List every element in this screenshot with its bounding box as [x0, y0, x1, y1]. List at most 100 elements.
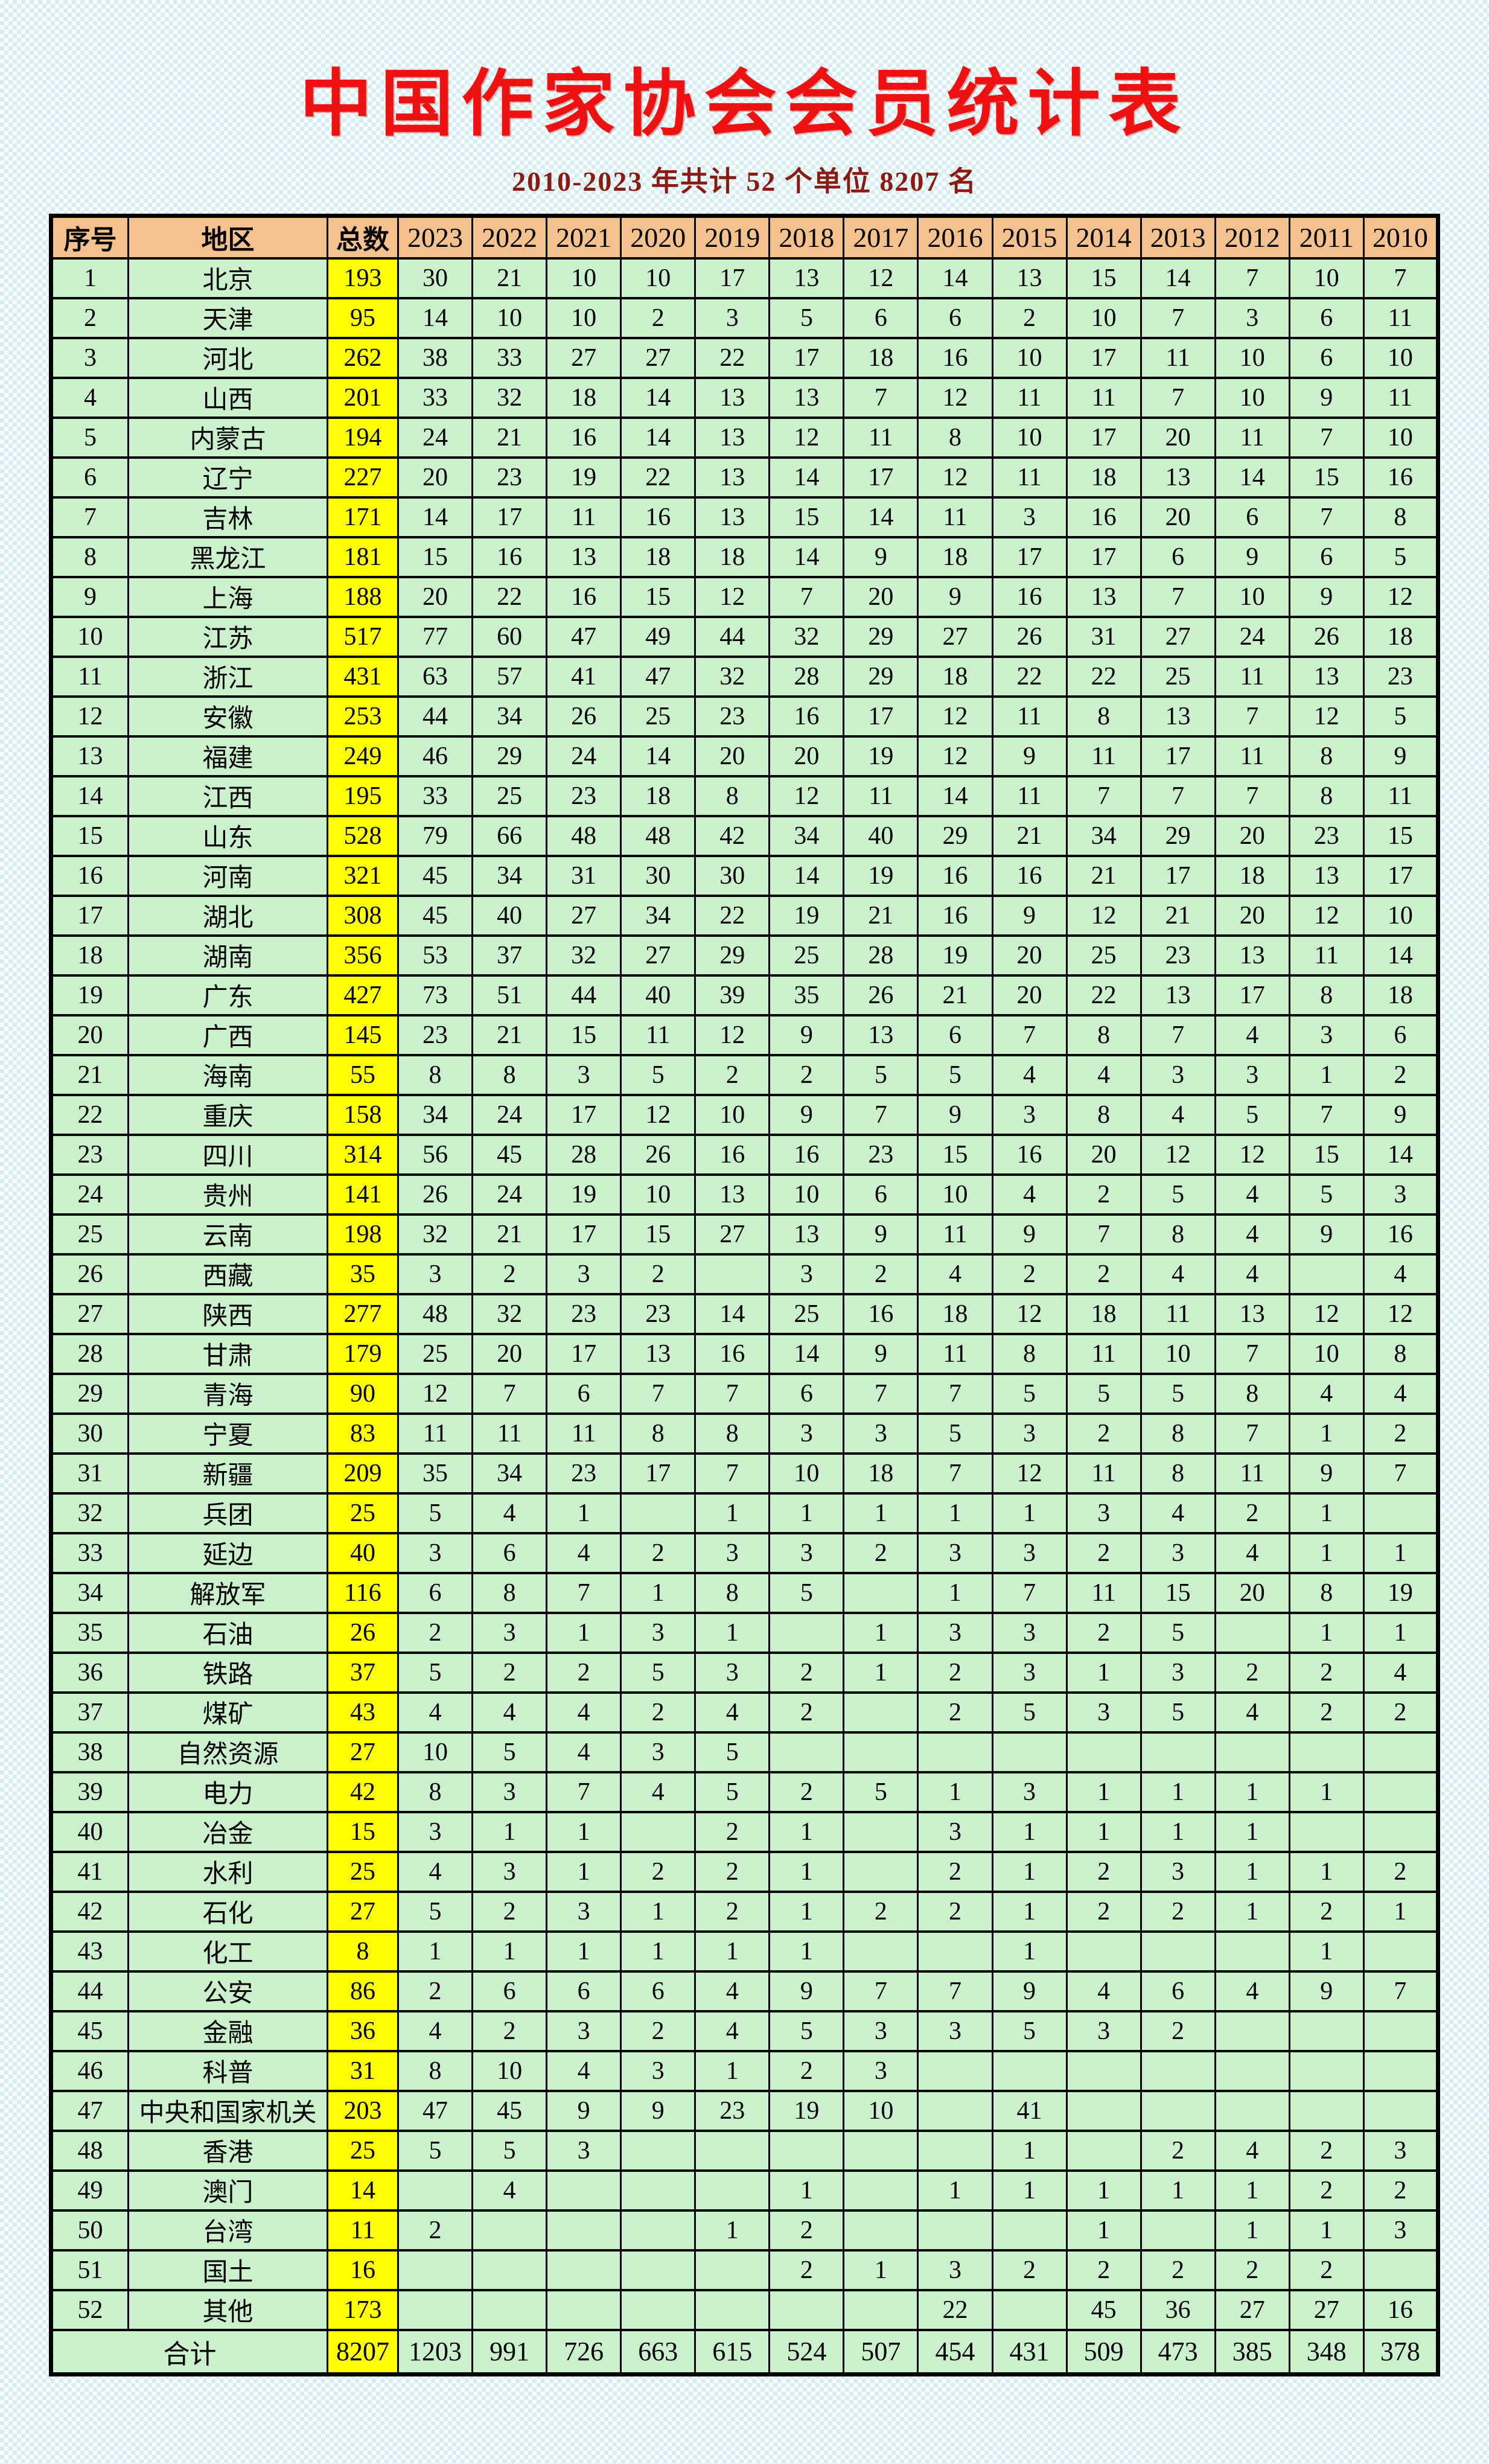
year-value-cell: 5 — [1214, 1093, 1290, 1136]
table-row: 30 宁夏 83 11 11 11 8 8 3 3 5 3 2 8 7 1 2 — [50, 1412, 1440, 1455]
table-row: 1 北京 193 30 21 10 10 17 13 12 14 13 15 14 7 10 7 — [50, 257, 1440, 299]
grand-total-row: 合计 8207 1203 991 726 663 615 524 507 454 431 509 473… — [50, 2328, 1440, 2376]
year-value-cell: 1 — [991, 2129, 1068, 2172]
year-value-cell: 13 — [694, 456, 771, 499]
year-value-cell — [843, 2169, 919, 2212]
table-row: 20 广西 145 23 21 15 11 12 9 13 6 7 8 7 4 3 6 — [50, 1013, 1440, 1056]
year-value-cell: 1 — [843, 2249, 919, 2291]
year-value-cell: 2 — [768, 2049, 845, 2092]
year-value-cell: 10 — [1214, 336, 1290, 379]
row-index-cell: 45 — [50, 2009, 129, 2052]
year-value-cell: 14 — [843, 496, 919, 538]
table-row: 13 福建 249 46 29 24 14 20 20 19 12 9 11 17 11 8 9 — [50, 735, 1440, 777]
year-value-cell: 1 — [620, 1890, 697, 1933]
year-value-cell: 27 — [1214, 2288, 1290, 2331]
year-value-cell — [471, 2288, 548, 2331]
year-value-cell: 24 — [471, 1093, 548, 1136]
total-cell: 90 — [327, 1372, 399, 1415]
stats-table: 序号 地区 总数 2023 2022 2021 2020 2019 2018 2017 2016 20… — [49, 214, 1440, 2376]
table-row: 8 黑龙江 181 15 16 13 18 18 14 9 18 17 17 6 9 6 5 — [50, 535, 1440, 578]
year-value-cell: 20 — [1214, 894, 1290, 937]
year-value-cell: 3 — [694, 1651, 771, 1694]
year-value-cell: 5 — [1140, 1691, 1216, 1734]
year-value-cell: 1 — [1288, 1531, 1365, 1574]
year-value-cell: 3 — [1140, 1531, 1216, 1574]
total-cell: 25 — [327, 1850, 399, 1893]
header-cell-2010: 2010 — [1362, 214, 1440, 260]
table-row: 37 煤矿 43 4 4 4 2 4 2 2 5 3 5 4 2 2 — [50, 1691, 1440, 1734]
year-value-cell: 8 — [471, 1571, 548, 1614]
year-value-cell — [843, 1810, 919, 1853]
year-value-cell — [1214, 2089, 1290, 2132]
region-cell: 甘肃 — [127, 1332, 328, 1375]
year-value-cell: 22 — [471, 575, 548, 618]
year-value-cell: 10 — [1140, 1332, 1216, 1375]
year-value-cell: 16 — [1362, 456, 1440, 499]
row-index-cell: 35 — [50, 1611, 129, 1654]
year-value-cell: 2 — [1362, 1691, 1440, 1734]
year-value-cell: 4 — [546, 1731, 622, 1773]
year-value-cell: 7 — [843, 1970, 919, 2012]
year-value-cell: 1 — [991, 1850, 1068, 1893]
year-value-cell: 26 — [397, 1173, 474, 1216]
year-value-cell: 7 — [546, 1571, 622, 1614]
year-value-cell: 5 — [843, 1053, 919, 1096]
year-value-cell — [768, 1611, 845, 1654]
year-value-cell: 24 — [471, 1173, 548, 1216]
table-row: 17 湖北 308 45 40 27 34 22 19 21 16 9 12 21 20 12 10 — [50, 894, 1440, 937]
row-index-cell: 2 — [50, 296, 129, 339]
year-value-cell: 2 — [1065, 1611, 1142, 1654]
total-cell: 25 — [327, 1492, 399, 1534]
year-value-cell: 1 — [694, 1930, 771, 1973]
year-value-cell: 27 — [546, 336, 622, 379]
year-value-cell: 14 — [917, 774, 993, 817]
year-value-cell: 3 — [546, 2009, 622, 2052]
year-value-cell: 14 — [768, 456, 845, 499]
year-value-cell: 28 — [843, 934, 919, 977]
year-value-cell: 4 — [1065, 1053, 1142, 1096]
year-value-cell: 8 — [1288, 974, 1365, 1017]
year-value-cell: 8 — [1362, 496, 1440, 538]
year-value-cell: 32 — [397, 1213, 474, 1256]
year-value-cell — [546, 2288, 622, 2331]
header-cell-region: 地区 — [127, 214, 328, 260]
year-value-cell: 10 — [768, 1173, 845, 1216]
year-value-cell: 79 — [397, 814, 474, 857]
region-cell: 铁路 — [127, 1651, 328, 1694]
year-value-cell: 16 — [768, 1133, 845, 1176]
table-row: 7 吉林 171 14 17 11 16 13 15 14 11 3 16 20 6 7 8 — [50, 496, 1440, 538]
year-value-cell: 16 — [546, 416, 622, 459]
year-value-cell: 1 — [694, 1492, 771, 1534]
region-cell: 贵州 — [127, 1173, 328, 1216]
total-cell: 209 — [327, 1452, 399, 1495]
year-value-cell: 7 — [917, 1452, 993, 1495]
year-value-cell — [1362, 1770, 1440, 1813]
year-value-cell: 2 — [620, 296, 697, 339]
year-value-cell: 2 — [1288, 1890, 1365, 1933]
year-value-cell: 3 — [1140, 1053, 1216, 1096]
region-cell: 山东 — [127, 814, 328, 857]
grand-total-year-cell: 726 — [546, 2328, 622, 2376]
year-value-cell: 11 — [917, 496, 993, 538]
year-value-cell: 17 — [546, 1093, 622, 1136]
year-value-cell: 2 — [768, 1053, 845, 1096]
row-index-cell: 3 — [50, 336, 129, 379]
year-value-cell: 30 — [620, 854, 697, 897]
year-value-cell: 3 — [471, 1611, 548, 1654]
year-value-cell: 11 — [1362, 376, 1440, 419]
year-value-cell: 18 — [1362, 615, 1440, 658]
year-value-cell: 2 — [620, 1850, 697, 1893]
year-value-cell: 2 — [1065, 2249, 1142, 2291]
header-cell-2022: 2022 — [471, 214, 548, 260]
year-value-cell: 4 — [1214, 1531, 1290, 1574]
region-cell: 山西 — [127, 376, 328, 419]
year-value-cell: 8 — [917, 416, 993, 459]
total-cell: 25 — [327, 2129, 399, 2172]
year-value-cell — [694, 2129, 771, 2172]
table-row: 23 四川 314 56 45 28 26 16 16 23 15 16 20 12 12 15 14 — [50, 1133, 1440, 1176]
table-row: 16 河南 321 45 34 31 30 30 14 19 16 16 21 17 18 13 17 — [50, 854, 1440, 897]
year-value-cell: 5 — [917, 1053, 993, 1096]
year-value-cell — [1214, 2009, 1290, 2052]
year-value-cell: 1 — [1214, 1810, 1290, 1853]
year-value-cell: 3 — [991, 1651, 1068, 1694]
